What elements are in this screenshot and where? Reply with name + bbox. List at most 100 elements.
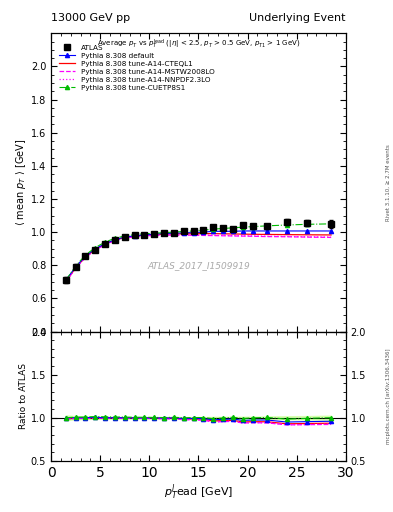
Pythia 8.308 tune-A14-MSTW2008LO xyxy=(201,232,206,239)
Pythia 8.308 tune-A14-MSTW2008LO xyxy=(103,242,108,248)
Pythia 8.308 tune-A14-MSTW2008LO xyxy=(162,232,167,238)
Pythia 8.308 tune-A14-CTEQL1 xyxy=(64,279,68,285)
Pythia 8.308 tune-CUETP8S1 xyxy=(265,223,270,229)
Pythia 8.308 tune-A14-NNPDF2.3LO xyxy=(73,265,78,271)
Pythia 8.308 default xyxy=(64,277,68,283)
Pythia 8.308 default xyxy=(221,228,226,234)
Pythia 8.308 tune-A14-NNPDF2.3LO xyxy=(64,279,68,285)
Pythia 8.308 tune-CUETP8S1 xyxy=(171,229,176,235)
Pythia 8.308 tune-A14-NNPDF2.3LO xyxy=(142,232,147,239)
Line: Pythia 8.308 tune-CUETP8S1: Pythia 8.308 tune-CUETP8S1 xyxy=(64,222,333,282)
Pythia 8.308 tune-CUETP8S1 xyxy=(250,224,255,230)
Pythia 8.308 tune-A14-NNPDF2.3LO xyxy=(201,232,206,238)
Pythia 8.308 default xyxy=(191,229,196,236)
Pythia 8.308 tune-A14-CTEQL1 xyxy=(285,231,289,238)
Pythia 8.308 tune-A14-NNPDF2.3LO xyxy=(221,232,226,239)
Pythia 8.308 tune-CUETP8S1 xyxy=(132,231,137,238)
Pythia 8.308 tune-A14-CTEQL1 xyxy=(265,231,270,238)
Pythia 8.308 tune-A14-NNPDF2.3LO xyxy=(304,233,309,240)
Pythia 8.308 tune-A14-CTEQL1 xyxy=(73,265,78,271)
Pythia 8.308 tune-A14-CTEQL1 xyxy=(211,230,215,237)
Pythia 8.308 default xyxy=(171,230,176,237)
Pythia 8.308 tune-CUETP8S1 xyxy=(83,252,88,258)
Pythia 8.308 tune-CUETP8S1 xyxy=(191,228,196,234)
Text: Rivet 3.1.10, ≥ 2.7M events: Rivet 3.1.10, ≥ 2.7M events xyxy=(386,144,391,221)
Legend: ATLAS, Pythia 8.308 default, Pythia 8.308 tune-A14-CTEQL1, Pythia 8.308 tune-A14: ATLAS, Pythia 8.308 default, Pythia 8.30… xyxy=(58,43,216,92)
Pythia 8.308 tune-A14-NNPDF2.3LO xyxy=(152,232,156,238)
Pythia 8.308 tune-A14-CTEQL1 xyxy=(241,231,245,237)
Pythia 8.308 tune-CUETP8S1 xyxy=(241,224,245,230)
Pythia 8.308 default xyxy=(241,228,245,234)
Pythia 8.308 tune-A14-NNPDF2.3LO xyxy=(265,233,270,239)
Pythia 8.308 tune-A14-MSTW2008LO xyxy=(182,232,186,238)
Pythia 8.308 tune-A14-MSTW2008LO xyxy=(123,235,127,241)
Pythia 8.308 tune-A14-MSTW2008LO xyxy=(329,234,333,241)
Pythia 8.308 tune-A14-NNPDF2.3LO xyxy=(83,254,88,261)
Pythia 8.308 tune-A14-MSTW2008LO xyxy=(83,254,88,261)
Pythia 8.308 tune-A14-CTEQL1 xyxy=(221,231,226,237)
Pythia 8.308 tune-A14-CTEQL1 xyxy=(83,254,88,260)
Pythia 8.308 tune-A14-CTEQL1 xyxy=(123,234,127,241)
Pythia 8.308 tune-A14-CTEQL1 xyxy=(142,232,147,239)
Line: Pythia 8.308 tune-A14-CTEQL1: Pythia 8.308 tune-A14-CTEQL1 xyxy=(66,233,331,282)
Pythia 8.308 default xyxy=(162,230,167,237)
Pythia 8.308 tune-CUETP8S1 xyxy=(142,231,147,237)
Line: Pythia 8.308 tune-A14-NNPDF2.3LO: Pythia 8.308 tune-A14-NNPDF2.3LO xyxy=(66,235,331,282)
Line: Pythia 8.308 default: Pythia 8.308 default xyxy=(64,229,333,282)
Y-axis label: Ratio to ATLAS: Ratio to ATLAS xyxy=(19,363,28,429)
Pythia 8.308 tune-A14-MSTW2008LO xyxy=(171,232,176,238)
Pythia 8.308 tune-CUETP8S1 xyxy=(103,239,108,245)
Pythia 8.308 default xyxy=(152,231,156,237)
Pythia 8.308 tune-A14-CTEQL1 xyxy=(329,232,333,238)
Pythia 8.308 default xyxy=(73,264,78,270)
Text: mcplots.cern.ch [arXiv:1306.3436]: mcplots.cern.ch [arXiv:1306.3436] xyxy=(386,348,391,444)
Pythia 8.308 tune-CUETP8S1 xyxy=(201,227,206,233)
Pythia 8.308 tune-A14-CTEQL1 xyxy=(103,241,108,247)
Pythia 8.308 tune-CUETP8S1 xyxy=(113,235,118,241)
Pythia 8.308 default xyxy=(103,241,108,247)
Pythia 8.308 tune-A14-MSTW2008LO xyxy=(265,233,270,240)
Pythia 8.308 tune-A14-MSTW2008LO xyxy=(93,247,98,253)
Pythia 8.308 tune-A14-NNPDF2.3LO xyxy=(93,247,98,253)
Pythia 8.308 tune-A14-NNPDF2.3LO xyxy=(113,237,118,243)
Pythia 8.308 default xyxy=(265,228,270,234)
Pythia 8.308 default xyxy=(230,228,235,234)
Pythia 8.308 tune-CUETP8S1 xyxy=(329,221,333,227)
Text: Average $p_T$ vs $p_T^{\rm lead}$ ($|\eta|$ < 2.5, $p_T$ > 0.5 GeV, $p_{T1}$ > 1: Average $p_T$ vs $p_T^{\rm lead}$ ($|\et… xyxy=(97,38,300,51)
Pythia 8.308 tune-CUETP8S1 xyxy=(73,263,78,269)
Pythia 8.308 tune-CUETP8S1 xyxy=(230,225,235,231)
Pythia 8.308 tune-CUETP8S1 xyxy=(285,222,289,228)
Pythia 8.308 tune-A14-NNPDF2.3LO xyxy=(171,232,176,238)
Pythia 8.308 tune-A14-NNPDF2.3LO xyxy=(285,233,289,240)
Pythia 8.308 tune-CUETP8S1 xyxy=(211,226,215,232)
Pythia 8.308 default xyxy=(83,253,88,259)
Pythia 8.308 tune-A14-NNPDF2.3LO xyxy=(162,232,167,238)
Pythia 8.308 default xyxy=(132,232,137,239)
Pythia 8.308 tune-CUETP8S1 xyxy=(123,233,127,239)
Pythia 8.308 tune-CUETP8S1 xyxy=(162,229,167,236)
Pythia 8.308 default xyxy=(211,228,215,234)
Pythia 8.308 tune-A14-MSTW2008LO xyxy=(241,233,245,239)
Pythia 8.308 tune-CUETP8S1 xyxy=(93,244,98,250)
Y-axis label: $\langle$ mean $p_T$ $\rangle$ [GeV]: $\langle$ mean $p_T$ $\rangle$ [GeV] xyxy=(14,139,28,226)
Pythia 8.308 tune-CUETP8S1 xyxy=(64,277,68,283)
Pythia 8.308 default xyxy=(329,228,333,234)
Line: Pythia 8.308 tune-A14-MSTW2008LO: Pythia 8.308 tune-A14-MSTW2008LO xyxy=(66,235,331,282)
Pythia 8.308 tune-A14-CTEQL1 xyxy=(230,231,235,237)
Text: ATLAS_2017_I1509919: ATLAS_2017_I1509919 xyxy=(147,262,250,270)
Pythia 8.308 tune-A14-CTEQL1 xyxy=(171,231,176,237)
Pythia 8.308 tune-A14-MSTW2008LO xyxy=(64,279,68,285)
Pythia 8.308 default xyxy=(304,228,309,234)
Pythia 8.308 tune-A14-MSTW2008LO xyxy=(142,233,147,239)
Pythia 8.308 tune-A14-NNPDF2.3LO xyxy=(103,241,108,247)
Pythia 8.308 default xyxy=(285,228,289,234)
Pythia 8.308 default xyxy=(201,229,206,235)
Pythia 8.308 tune-CUETP8S1 xyxy=(304,221,309,227)
Pythia 8.308 default xyxy=(142,232,147,238)
Pythia 8.308 tune-A14-MSTW2008LO xyxy=(230,233,235,239)
Pythia 8.308 tune-A14-CTEQL1 xyxy=(201,230,206,237)
Pythia 8.308 tune-A14-MSTW2008LO xyxy=(285,233,289,240)
Pythia 8.308 tune-A14-CTEQL1 xyxy=(250,231,255,238)
Pythia 8.308 tune-A14-MSTW2008LO xyxy=(132,233,137,240)
Pythia 8.308 tune-A14-CTEQL1 xyxy=(182,231,186,237)
